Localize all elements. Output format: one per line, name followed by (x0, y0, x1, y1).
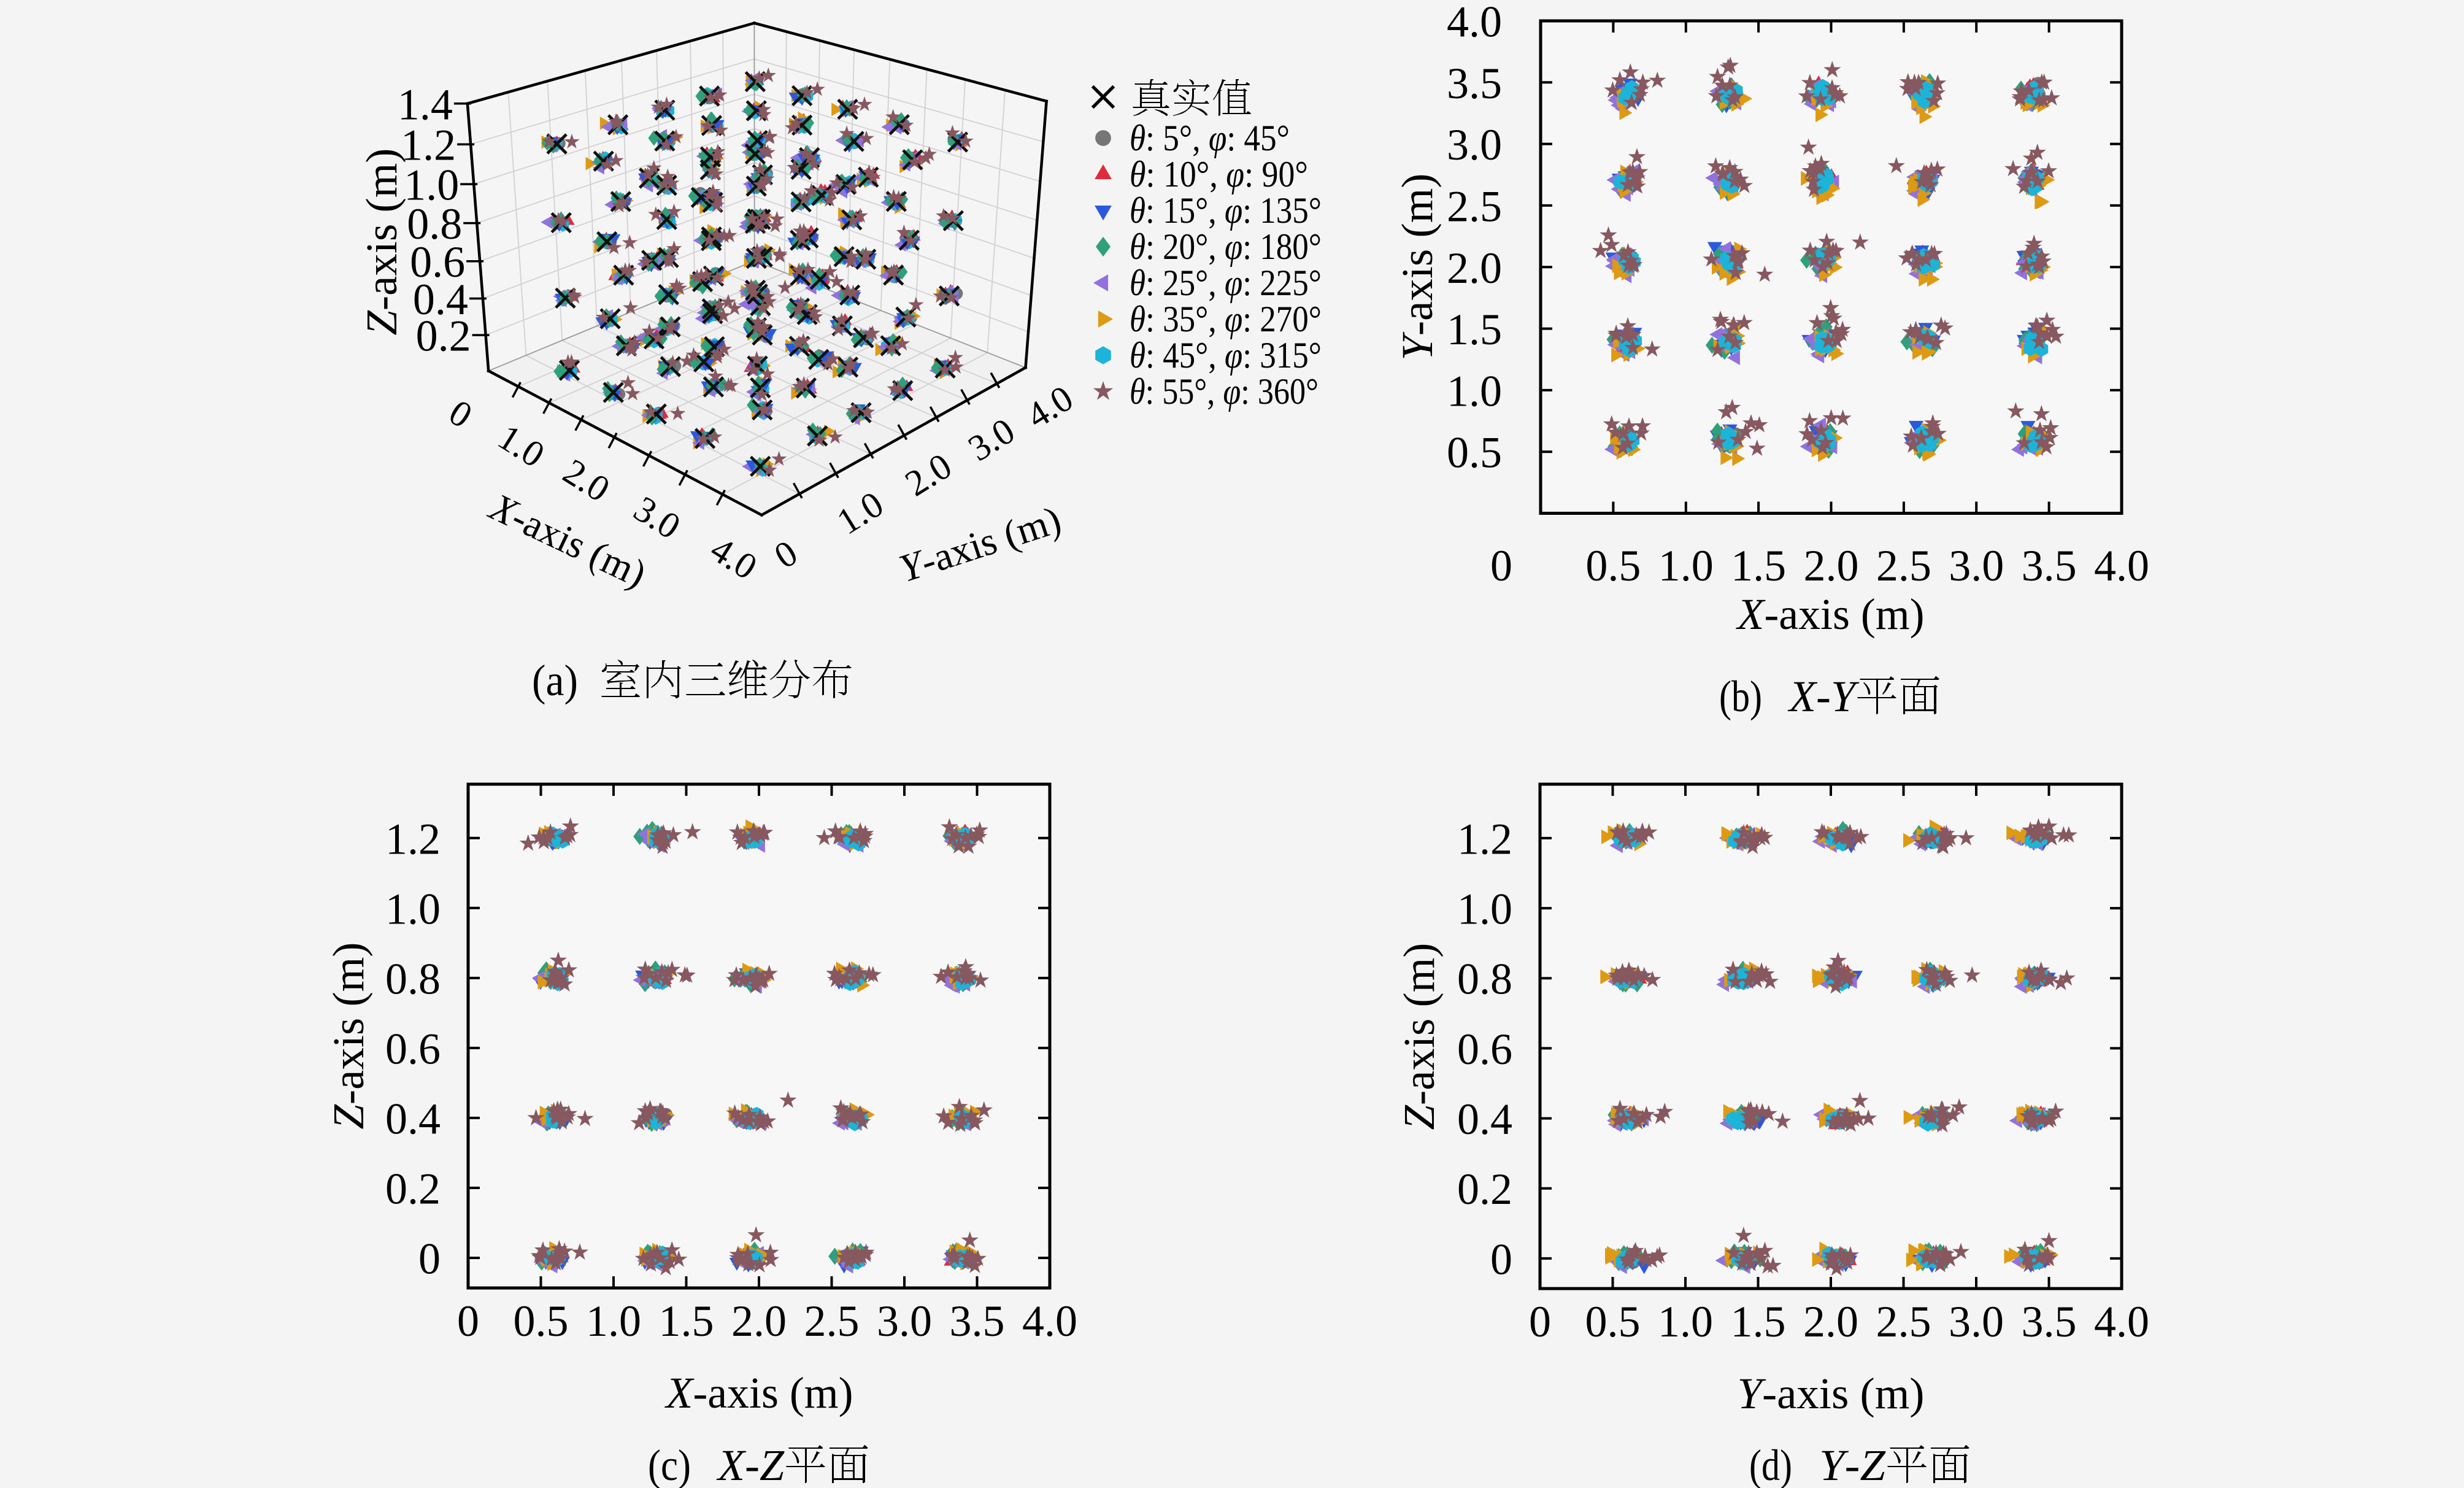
svg-text:Z-axis (m): Z-axis (m) (357, 148, 406, 336)
svg-text:2.5: 2.5 (804, 1297, 860, 1346)
svg-text:3.0: 3.0 (877, 1297, 932, 1346)
svg-text:θ: 15°, φ: 135°: θ: 15°, φ: 135° (1130, 190, 1322, 231)
svg-text:(c): (c) (648, 1441, 691, 1488)
svg-text:3.0: 3.0 (1447, 120, 1502, 169)
svg-text:X-Z: X-Z (716, 1441, 785, 1488)
svg-text:0.6: 0.6 (385, 1024, 441, 1073)
svg-text:2.5: 2.5 (1447, 182, 1502, 231)
svg-text:2.5: 2.5 (1876, 1297, 1931, 1346)
svg-text:0.2: 0.2 (416, 312, 471, 361)
svg-text:2.0: 2.0 (731, 1297, 787, 1346)
svg-text:4.0: 4.0 (1022, 1297, 1077, 1346)
svg-text:3.0: 3.0 (1949, 541, 2004, 590)
svg-text:(d): (d) (1749, 1441, 1792, 1488)
svg-text:X-Y: X-Y (1787, 672, 1860, 721)
svg-text:θ: 35°, φ: 270°: θ: 35°, φ: 270° (1130, 299, 1322, 339)
svg-text:1.4: 1.4 (398, 80, 453, 129)
svg-text:0.6: 0.6 (1457, 1025, 1512, 1074)
svg-text:1.0: 1.0 (1447, 366, 1502, 415)
svg-text:0: 0 (1490, 541, 1512, 590)
svg-text:0.8: 0.8 (1457, 955, 1512, 1004)
svg-text:1.2: 1.2 (1457, 814, 1512, 863)
svg-text:0.6: 0.6 (410, 237, 465, 287)
svg-text:0.5: 0.5 (1447, 428, 1502, 477)
svg-text:θ: 45°, φ: 315°: θ: 45°, φ: 315° (1130, 335, 1322, 376)
svg-text:0: 0 (418, 1235, 441, 1284)
svg-text:0.4: 0.4 (413, 275, 468, 324)
svg-text:2.0: 2.0 (1447, 244, 1502, 293)
svg-text:1.5: 1.5 (659, 1297, 714, 1346)
svg-text:0.5: 0.5 (1585, 1297, 1641, 1346)
svg-text:3.0: 3.0 (1949, 1297, 2004, 1346)
svg-text:1.5: 1.5 (1731, 541, 1786, 590)
svg-text:(b): (b) (1719, 672, 1762, 721)
svg-text:θ: 55°, φ: 360°: θ: 55°, φ: 360° (1130, 371, 1319, 412)
svg-text:0.4: 0.4 (1457, 1095, 1512, 1144)
svg-text:0.5: 0.5 (514, 1297, 569, 1346)
svg-text:(a): (a) (532, 656, 578, 705)
svg-text:3.5: 3.5 (950, 1297, 1005, 1346)
svg-text:1.2: 1.2 (401, 121, 456, 170)
svg-text:0: 0 (1529, 1297, 1551, 1346)
svg-text:1.5: 1.5 (1447, 305, 1502, 354)
svg-text:θ: 25°, φ: 225°: θ: 25°, φ: 225° (1130, 263, 1322, 303)
svg-text:Z-axis (m): Z-axis (m) (324, 943, 373, 1130)
svg-text:1.0: 1.0 (1658, 541, 1714, 590)
svg-text:2.0: 2.0 (1804, 541, 1859, 590)
svg-text:0: 0 (1490, 1235, 1512, 1284)
svg-text:3.5: 3.5 (2022, 541, 2077, 590)
svg-text:1.2: 1.2 (385, 814, 441, 863)
svg-text:2.0: 2.0 (1803, 1297, 1858, 1346)
svg-text:0: 0 (457, 1297, 479, 1346)
svg-text:0.2: 0.2 (1457, 1165, 1512, 1214)
svg-text:2.5: 2.5 (1876, 541, 1931, 590)
svg-text:X-axis (m): X-axis (m) (1736, 590, 1925, 639)
svg-text:Y-axis (m): Y-axis (m) (1738, 1369, 1925, 1418)
svg-text:1.5: 1.5 (1731, 1297, 1786, 1346)
svg-text:0.4: 0.4 (385, 1094, 441, 1143)
svg-text:4.0: 4.0 (1447, 0, 1502, 47)
svg-text:0.2: 0.2 (385, 1164, 441, 1213)
svg-text:1.0: 1.0 (385, 884, 441, 933)
svg-text:1.0: 1.0 (586, 1297, 641, 1346)
svg-text:θ: 20°, φ: 180°: θ: 20°, φ: 180° (1130, 226, 1322, 267)
svg-text:4.0: 4.0 (2094, 1297, 2149, 1346)
svg-text:1.0: 1.0 (404, 161, 459, 210)
svg-text:1.0: 1.0 (1457, 885, 1512, 934)
svg-text:0.8: 0.8 (385, 954, 441, 1003)
svg-text:θ: 5°, φ: 45°: θ: 5°, φ: 45° (1130, 118, 1290, 158)
svg-text:3.5: 3.5 (2022, 1297, 2077, 1346)
svg-text:Z-axis (m): Z-axis (m) (1395, 943, 1444, 1130)
svg-text:X-axis (m): X-axis (m) (664, 1368, 853, 1417)
svg-text:Y-Z: Y-Z (1819, 1441, 1886, 1488)
svg-text:Y-axis (m): Y-axis (m) (1393, 174, 1442, 361)
svg-text:4.0: 4.0 (2094, 541, 2149, 590)
svg-text:0.8: 0.8 (407, 199, 462, 249)
svg-text:0.5: 0.5 (1585, 541, 1641, 590)
svg-text:θ: 10°, φ: 90°: θ: 10°, φ: 90° (1130, 154, 1308, 195)
svg-text:1.0: 1.0 (1658, 1297, 1713, 1346)
svg-text:3.5: 3.5 (1447, 59, 1502, 108)
